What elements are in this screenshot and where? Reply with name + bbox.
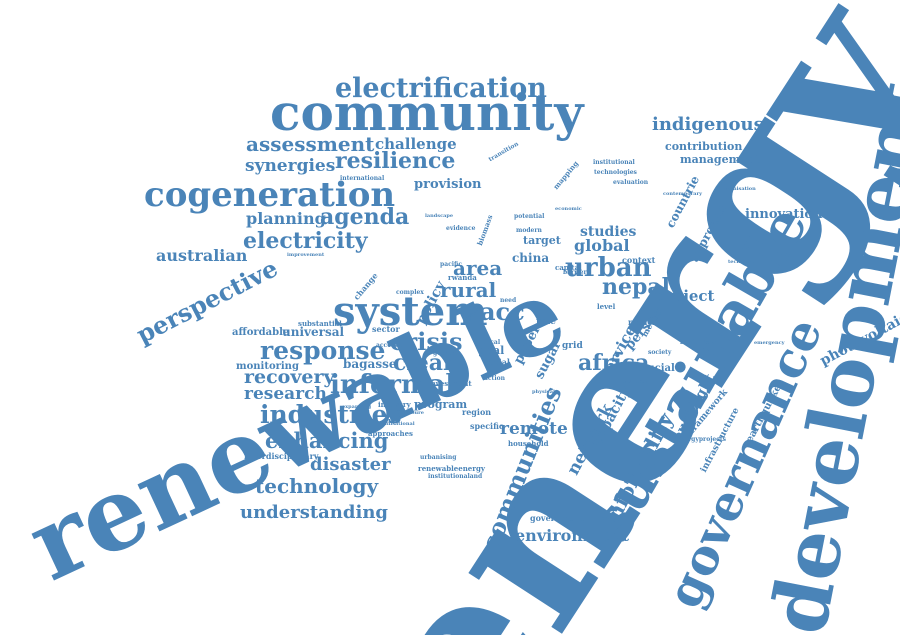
word-local: local [484, 340, 500, 346]
word-electrification: electrification [335, 75, 547, 102]
word-interdisciplinary: interdisciplinary [244, 452, 318, 460]
word-investment: investment [428, 380, 472, 387]
word-provision: provision [414, 178, 481, 191]
word-grid: grid [562, 342, 583, 351]
word-substantial: substantial [298, 320, 342, 327]
word-urbanising: urbanising [420, 455, 456, 461]
word-remote: remote [500, 421, 568, 438]
word-synergies: synergies [245, 158, 335, 175]
word-energyprojects: energyprojects [676, 437, 726, 443]
word-crucial: crucial [636, 364, 675, 374]
word-electricity: electricity [243, 230, 368, 252]
word-challenge: challenge [375, 137, 457, 152]
word-institutional: institutional [593, 160, 635, 166]
word-landscape: landscape [425, 214, 453, 219]
word-renewableenergy: renewableenergy [418, 465, 485, 472]
word-global: global [574, 238, 630, 254]
word-businesses: businesses [680, 340, 716, 346]
word-indigenous: indigenous [652, 116, 764, 134]
word-organisational: organisational [374, 422, 415, 427]
word-assessment: assessment [246, 134, 374, 154]
word-china: china [512, 252, 549, 264]
word-expanding: expanding [342, 405, 371, 410]
word-action: action [484, 376, 505, 382]
word-technology: technology [255, 476, 378, 496]
word-monitoring: monitoring [236, 362, 299, 372]
word-pacific: pacific [440, 262, 462, 268]
word-transition: transition [488, 141, 520, 163]
word-physical: physical [532, 390, 555, 395]
word-sector: sector [372, 325, 400, 333]
word-biomass: biomass [476, 214, 494, 247]
word-specific: specific [470, 422, 504, 430]
word-management: management [680, 154, 760, 165]
word-international: international [340, 176, 384, 182]
word-environment: environment [515, 528, 629, 544]
word-disaster: disaster [310, 456, 391, 474]
word-planning: planning [246, 211, 326, 227]
word-improvement: improvement [287, 253, 324, 258]
word-need: need [500, 298, 516, 304]
word-household: household [508, 440, 549, 447]
word-role: role [536, 318, 556, 327]
word-potential: potential [514, 214, 544, 220]
word-economic: economic [555, 207, 582, 212]
word-access: access [376, 343, 398, 349]
word-level: level [597, 303, 615, 310]
word-barrier: barrier [563, 270, 587, 276]
word-contemporary: contemporary [663, 192, 702, 197]
word-bagasse: bagasse [343, 358, 396, 370]
word-industry: industry [378, 401, 411, 408]
word-agenda: agenda [320, 206, 409, 228]
word-approaches: approaches [368, 430, 413, 437]
word-understanding: understanding [240, 504, 388, 522]
word-australian: australian [156, 248, 247, 264]
word-rwanda: rwanda [448, 274, 477, 281]
word-target: target [523, 235, 561, 246]
word-emergency: emergency [754, 341, 785, 346]
word-complex: complex [396, 290, 424, 296]
word-society: society [648, 350, 671, 356]
word-technologies: technologies [594, 170, 637, 176]
word-evidence: evidence [446, 226, 475, 232]
word-context: context [622, 256, 655, 264]
word-innovation: innovation [745, 208, 823, 221]
word-modern: modern [516, 228, 542, 234]
word-studies: studies [580, 225, 636, 239]
word-region: region [462, 408, 491, 416]
word-evaluation: evaluation [613, 180, 648, 186]
word-institutionaland: institutionaland [428, 474, 482, 480]
word-urbanisation: urbanisation [720, 187, 756, 192]
word-gorkha: gorkha [433, 351, 457, 357]
word-social: social [484, 358, 510, 366]
word-program: program [414, 399, 467, 410]
word-literature: literature [397, 411, 424, 416]
word-project: project [655, 289, 714, 304]
word-reduction: reduction [622, 380, 649, 385]
word-mapping: mapping [552, 160, 579, 191]
word-government: government [530, 514, 584, 522]
word-contribution: contribution [665, 141, 742, 152]
word-technical: technical [728, 260, 754, 265]
word-model: model [628, 318, 656, 326]
word-affordable: affordable [232, 328, 289, 338]
word-goal: goal [478, 345, 504, 356]
